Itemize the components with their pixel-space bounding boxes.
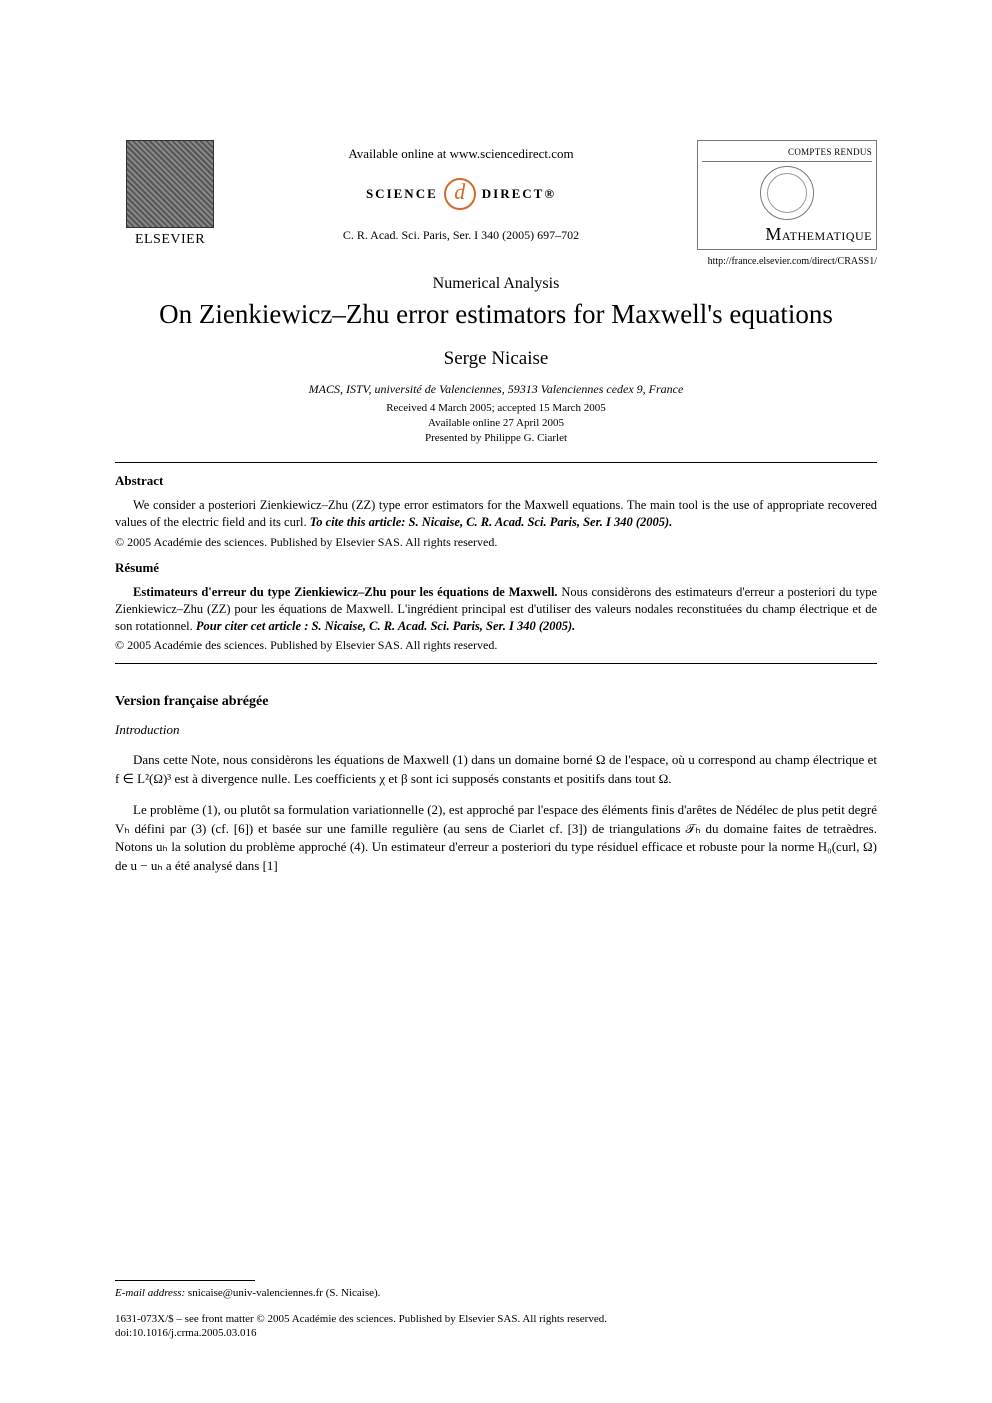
citation-text: C. R. Acad. Sci. Paris, Ser. I 340 (2005… [225, 228, 697, 243]
rule-bottom [115, 663, 877, 664]
article-title: On Zienkiewicz–Zhu error estimators for … [115, 299, 877, 330]
journal-box-title: COMPTES RENDUS [702, 147, 872, 162]
abstract-lead-fr: Estimateurs d'erreur du type Zienkiewicz… [133, 585, 558, 599]
body-para-2: Le problème (1), ou plutôt sa formulatio… [115, 801, 877, 875]
sd-at-icon: d [444, 178, 476, 210]
rule-top [115, 462, 877, 463]
abstract-heading-en: Abstract [115, 473, 877, 489]
available-online-text: Available online at www.sciencedirect.co… [225, 146, 697, 162]
journal-box: COMPTES RENDUS MATHEMATIQUE [697, 140, 877, 250]
page: ELSEVIER Available online at www.science… [0, 0, 992, 1403]
math-rest: ATHEMATIQUE [782, 229, 872, 243]
abstract-body-fr: Estimateurs d'erreur du type Zienkiewicz… [115, 584, 877, 635]
doi-text: doi:10.1016/j.crma.2005.03.016 [115, 1327, 877, 1339]
footnote-rule [115, 1280, 255, 1281]
journal-box-subject: MATHEMATIQUE [702, 222, 872, 245]
journal-box-wrap: COMPTES RENDUS MATHEMATIQUE http://franc… [697, 140, 877, 267]
presented-by: Presented by Philippe G. Ciarlet [115, 432, 877, 444]
journal-seal-icon [760, 166, 814, 220]
received-accepted: Received 4 March 2005; accepted 15 March… [115, 402, 877, 414]
affiliation: MACS, ISTV, université de Valenciennes, … [115, 382, 877, 397]
publisher-block: ELSEVIER [115, 140, 225, 248]
email-label: E-mail address: [115, 1287, 185, 1299]
abstract-body-en: We consider a posteriori Zienkiewicz–Zhu… [115, 497, 877, 531]
journal-url[interactable]: http://france.elsevier.com/direct/CRASS1… [697, 256, 877, 267]
footer: E-mail address: snicaise@univ-valencienn… [115, 1280, 877, 1339]
abstract-cite-en: To cite this article: S. Nicaise, C. R. … [310, 515, 673, 529]
sd-right-text: DIRECT® [482, 186, 556, 201]
vfa-heading: Version française abrégée [115, 694, 877, 710]
elsevier-tree-icon [126, 140, 214, 228]
body-para-1: Dans cette Note, nous considèrons les éq… [115, 751, 877, 788]
front-matter-text: 1631-073X/$ – see front matter © 2005 Ac… [115, 1313, 877, 1325]
section-label: Numerical Analysis [115, 275, 877, 293]
available-date: Available online 27 April 2005 [115, 417, 877, 429]
abstract-heading-fr: Résumé [115, 560, 877, 576]
author-name: Serge Nicaise [115, 348, 877, 370]
copyright-en: © 2005 Académie des sciences. Published … [115, 535, 877, 550]
copyright-fr: © 2005 Académie des sciences. Published … [115, 638, 877, 653]
email-line: E-mail address: snicaise@univ-valencienn… [115, 1287, 877, 1299]
header-center: Available online at www.sciencedirect.co… [225, 140, 697, 243]
publisher-name: ELSEVIER [115, 232, 225, 248]
email-address[interactable]: snicaise@univ-valenciennes.fr (S. Nicais… [185, 1287, 380, 1299]
abstract-cite-fr: Pour citer cet article : S. Nicaise, C. … [196, 619, 575, 633]
sd-left-text: SCIENCE [366, 186, 438, 201]
intro-heading: Introduction [115, 722, 877, 738]
math-big-m: M [765, 224, 782, 244]
sciencedirect-logo: SCIENCE d DIRECT® [366, 178, 556, 210]
header: ELSEVIER Available online at www.science… [115, 140, 877, 267]
